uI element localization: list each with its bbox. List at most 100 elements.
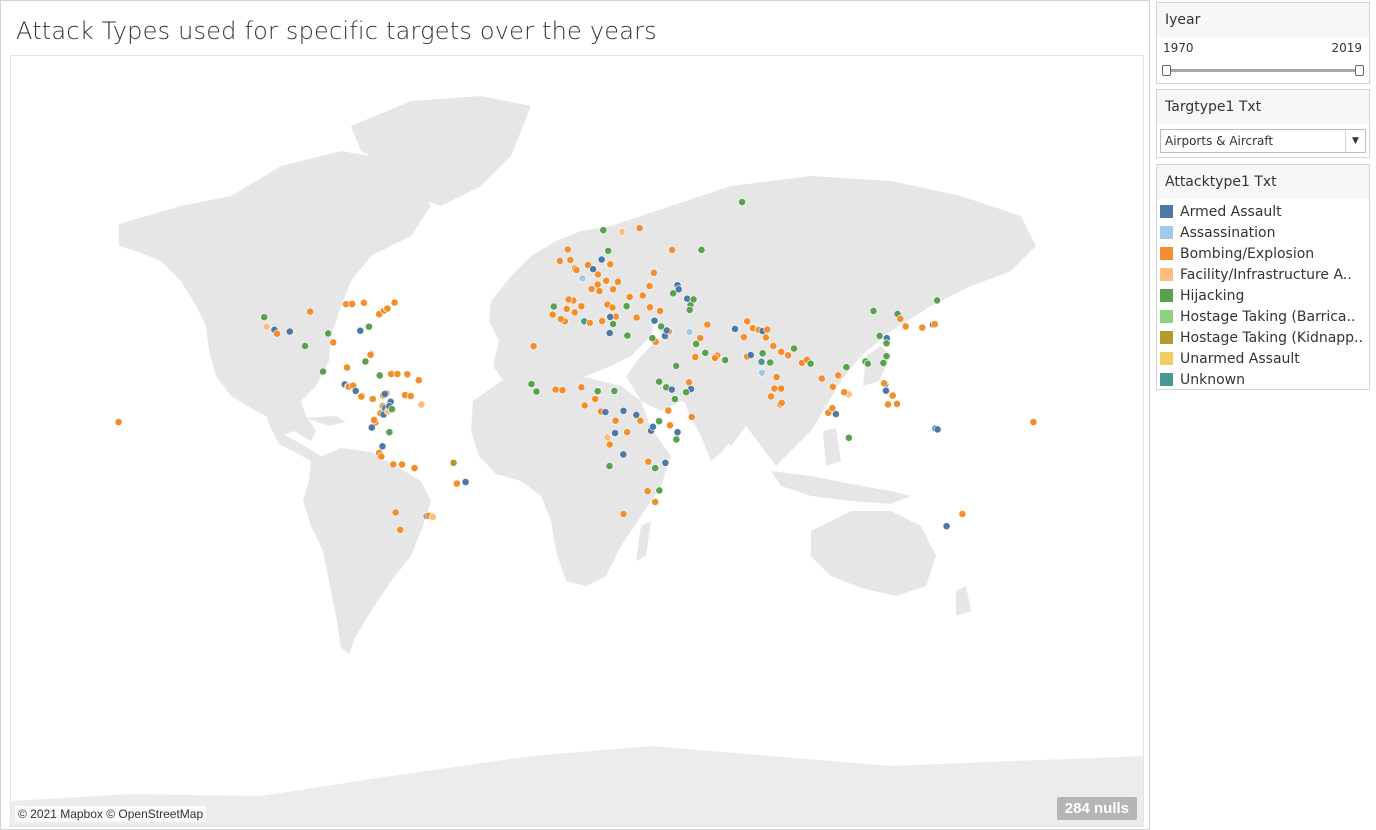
legend-item[interactable]: Bombing/Explosion [1160,243,1369,264]
incident-point[interactable] [664,406,673,415]
incident-point[interactable] [842,363,851,372]
map-view[interactable]: © 2021 Mapbox © OpenStreetMap 284 nulls [10,55,1144,827]
incident-point[interactable] [623,428,631,437]
incident-point[interactable] [619,406,628,415]
incident-point[interactable] [832,410,840,418]
legend-item[interactable]: Assassination [1160,222,1369,243]
year-slider-max-handle[interactable] [1355,65,1364,76]
incident-point[interactable] [370,416,378,424]
incident-point[interactable] [603,433,612,442]
incident-point[interactable] [285,327,294,336]
incident-point[interactable] [671,395,679,403]
incident-point[interactable] [623,331,632,340]
incident-point[interactable] [683,294,692,303]
legend-item[interactable]: Unarmed Assault [1160,348,1369,369]
incident-point[interactable] [605,440,614,449]
incident-point[interactable] [593,280,602,289]
incident-point[interactable] [657,322,665,331]
incident-point[interactable] [687,412,696,421]
incident-point[interactable] [701,348,710,357]
incident-point[interactable] [329,338,338,347]
incident-point[interactable] [888,391,897,400]
incident-point[interactable] [602,276,611,285]
incident-point[interactable] [593,387,602,396]
incident-point[interactable] [1029,418,1038,426]
incident-point[interactable] [262,322,271,331]
incident-point[interactable] [306,307,315,316]
incident-point[interactable] [527,380,536,388]
incident-point[interactable] [762,333,770,342]
incident-point[interactable] [655,377,663,386]
incident-point[interactable] [578,274,587,283]
incident-point[interactable] [655,417,663,426]
incident-point[interactable] [740,333,748,341]
incident-point[interactable] [777,398,786,407]
incident-point[interactable] [595,287,604,295]
legend-item[interactable]: Facility/Infrastructure A.. [1160,264,1369,285]
incident-point[interactable] [601,408,610,416]
incident-point[interactable] [769,341,778,350]
incident-point[interactable] [562,304,571,313]
incident-point[interactable] [605,329,614,337]
incident-point[interactable] [648,334,657,343]
incident-point[interactable] [879,358,888,367]
incident-point[interactable] [828,404,837,413]
incident-point[interactable] [367,423,376,432]
incident-point[interactable] [777,384,786,393]
incident-point[interactable] [591,395,600,403]
year-slider-min-handle[interactable] [1162,65,1171,76]
incident-point[interactable] [875,331,884,340]
incident-point[interactable] [703,320,712,329]
incident-point[interactable] [806,359,815,368]
incident-point[interactable] [556,256,564,265]
incident-point[interactable] [731,324,739,333]
incident-point[interactable] [757,357,766,366]
incident-point[interactable] [414,376,423,385]
incident-point[interactable] [452,479,461,488]
incident-point[interactable] [577,383,586,392]
incident-point[interactable] [767,392,775,401]
incident-point[interactable] [564,295,573,304]
incident-point[interactable] [461,478,470,486]
incident-point[interactable] [396,525,405,534]
incident-point[interactable] [406,392,415,400]
incident-point[interactable] [557,315,565,323]
incident-point[interactable] [674,285,683,294]
incident-point[interactable] [758,368,766,377]
incident-point[interactable] [611,429,619,437]
incident-point[interactable] [390,298,399,307]
incident-point[interactable] [365,322,373,331]
incident-point[interactable] [114,418,123,426]
incident-point[interactable] [650,316,659,325]
incident-point[interactable] [348,299,356,308]
incident-point[interactable] [828,382,837,391]
legend-item[interactable]: Armed Assault [1160,201,1369,222]
incident-point[interactable] [549,302,558,311]
incident-point[interactable] [393,370,402,378]
incident-point[interactable] [618,227,626,236]
incident-point[interactable] [645,282,654,290]
incident-point[interactable] [869,306,878,315]
incident-point[interactable] [672,361,681,370]
incident-point[interactable] [587,284,596,293]
incident-point[interactable] [609,285,617,294]
incident-point[interactable] [378,442,387,451]
incident-point[interactable] [375,371,384,380]
incident-point[interactable] [449,458,458,467]
incident-point[interactable] [790,344,798,353]
incident-point[interactable] [385,428,394,437]
incident-point[interactable] [417,400,426,409]
incident-point[interactable] [551,385,560,394]
incident-point[interactable] [685,327,694,336]
incident-point[interactable] [893,399,901,408]
incident-point[interactable] [668,245,676,254]
incident-point[interactable] [366,350,375,359]
legend-item[interactable]: Hijacking [1160,285,1369,306]
incident-point[interactable] [882,386,890,395]
incident-point[interactable] [319,367,327,376]
incident-point[interactable] [383,304,392,313]
incident-point[interactable] [598,317,606,325]
incident-point[interactable] [548,310,557,319]
incident-point[interactable] [882,352,891,361]
incident-point[interactable] [389,460,398,469]
